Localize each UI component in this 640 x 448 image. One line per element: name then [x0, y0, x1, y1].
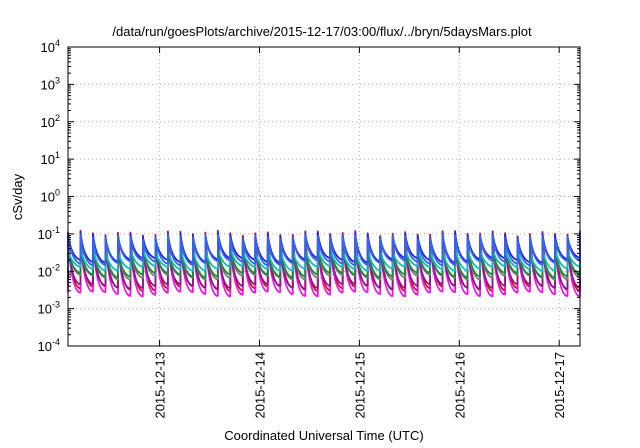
y-tick-label: 10-3 — [38, 300, 60, 317]
y-tick-label: 100 — [41, 188, 60, 205]
y-tick-label: 101 — [41, 150, 60, 167]
series-line — [67, 238, 581, 290]
y-axis: 10-4 10-3 10-2 10-1 100 101 102 103 104 — [38, 38, 580, 354]
x-tick-label: 2015-12-16 — [452, 352, 467, 419]
series-line — [67, 233, 581, 267]
x-axis: 2015-12-13 2015-12-14 2015-12-15 2015-12-16… — [153, 47, 567, 419]
y-tick-label: 10-2 — [38, 262, 60, 279]
x-tick-label: 2015-12-13 — [153, 352, 168, 419]
y-tick-label: 10-4 — [38, 337, 60, 354]
x-axis-label: Coordinated Universal Time (UTC) — [224, 428, 423, 443]
x-tick-label: 2015-12-15 — [352, 352, 367, 419]
series-line — [67, 243, 581, 279]
y-tick-label: 10-1 — [38, 225, 60, 242]
series-line — [67, 235, 581, 298]
series-line — [67, 241, 581, 281]
series-line — [67, 245, 581, 272]
y-tick-label: 102 — [41, 113, 60, 130]
chart-title: /data/run/goesPlots/archive/2015-12-17/0… — [112, 24, 532, 39]
x-tick-label: 2015-12-14 — [252, 352, 267, 419]
x-tick-label: 2015-12-17 — [552, 352, 567, 419]
series-group — [67, 229, 581, 298]
grid — [68, 47, 580, 346]
y-tick-label: 103 — [41, 75, 60, 92]
y-axis-label: cSv/day — [10, 173, 25, 220]
y-tick-label: 104 — [41, 38, 60, 55]
